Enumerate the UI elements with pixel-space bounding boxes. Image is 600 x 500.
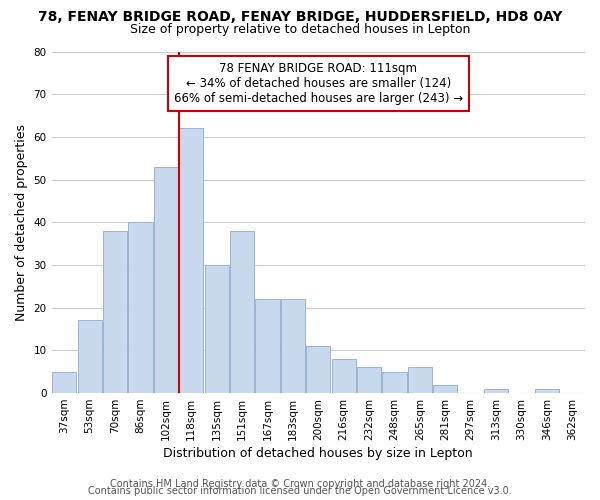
Bar xyxy=(382,372,407,393)
Bar xyxy=(357,368,381,393)
Bar xyxy=(281,299,305,393)
Bar xyxy=(332,359,356,393)
Bar xyxy=(484,389,508,393)
Text: 78, FENAY BRIDGE ROAD, FENAY BRIDGE, HUDDERSFIELD, HD8 0AY: 78, FENAY BRIDGE ROAD, FENAY BRIDGE, HUD… xyxy=(38,10,562,24)
Text: Contains HM Land Registry data © Crown copyright and database right 2024.: Contains HM Land Registry data © Crown c… xyxy=(110,479,490,489)
Y-axis label: Number of detached properties: Number of detached properties xyxy=(15,124,28,321)
Text: Contains public sector information licensed under the Open Government Licence v3: Contains public sector information licen… xyxy=(88,486,512,496)
Bar xyxy=(52,372,76,393)
Text: 78 FENAY BRIDGE ROAD: 111sqm
← 34% of detached houses are smaller (124)
66% of s: 78 FENAY BRIDGE ROAD: 111sqm ← 34% of de… xyxy=(174,62,463,104)
Bar xyxy=(433,384,457,393)
Bar xyxy=(103,231,127,393)
Bar xyxy=(306,346,331,393)
Bar xyxy=(179,128,203,393)
Bar xyxy=(230,231,254,393)
X-axis label: Distribution of detached houses by size in Lepton: Distribution of detached houses by size … xyxy=(163,447,473,460)
Bar xyxy=(205,265,229,393)
Text: Size of property relative to detached houses in Lepton: Size of property relative to detached ho… xyxy=(130,22,470,36)
Bar xyxy=(128,222,152,393)
Bar xyxy=(154,167,178,393)
Bar xyxy=(77,320,102,393)
Bar xyxy=(535,389,559,393)
Bar xyxy=(408,368,432,393)
Bar xyxy=(256,299,280,393)
